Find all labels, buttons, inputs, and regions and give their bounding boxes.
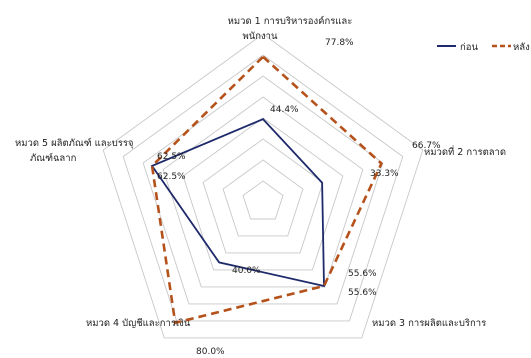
grid-ring-1 xyxy=(242,180,284,220)
legend: ก่อน หลัง xyxy=(437,42,530,53)
value-label-5: 55.6% xyxy=(348,288,377,298)
grid-ring-6 xyxy=(142,75,384,305)
value-labels: 77.8% 44.4% 66.7% 33.3% 55.6% 55.6% 40.0% 80.0%… xyxy=(157,38,441,357)
series-line-before xyxy=(150,118,325,288)
category-labels: หมวด 1 การบริหารองค์กรและพนักงานหมวดที่ … xyxy=(15,15,506,329)
value-label-9: 62.5% xyxy=(157,152,186,162)
legend-label-after: หลัง xyxy=(513,42,530,53)
legend-label-before: ก่อน xyxy=(460,42,478,53)
value-label-2: 44.4% xyxy=(270,105,299,115)
category-label-1-line-2: พนักงาน xyxy=(243,31,278,42)
grid-ring-2 xyxy=(222,159,304,237)
category-label-5-line-1: หมวด 5 ผลิตภัณฑ์ และบรรจุ xyxy=(15,137,134,149)
value-label-7: 40.0% xyxy=(232,266,261,276)
category-label-3-line-1: หมวด 3 การผลิตและบริการ xyxy=(372,318,486,329)
grid-rings xyxy=(102,33,424,339)
category-label-4-line-1: หมวด 4 บัญชีและการเงิน xyxy=(86,317,191,329)
value-label-3: 66.7% xyxy=(412,141,441,151)
grid-ring-4 xyxy=(182,117,344,271)
category-label-1-line-1: หมวด 1 การบริหารองค์กรและ xyxy=(228,15,353,27)
value-label-10: 62.5% xyxy=(157,172,186,182)
series-layer xyxy=(150,54,383,325)
value-label-8: 80.0% xyxy=(196,347,225,357)
grid-ring-5 xyxy=(162,96,364,288)
grid-ring-3 xyxy=(202,138,324,254)
value-label-6: 55.6% xyxy=(348,269,377,279)
series-line-after xyxy=(150,54,383,325)
category-label-2-line-1: หมวดที่ 2 การตลาด xyxy=(424,145,506,158)
grid-ring-8 xyxy=(102,33,424,339)
category-label-5-line-2: ภัณฑ์ฉลาก xyxy=(30,152,77,164)
value-label-1: 77.8% xyxy=(325,38,354,48)
value-label-4: 33.3% xyxy=(370,169,399,179)
grid-ring-7 xyxy=(122,54,404,322)
